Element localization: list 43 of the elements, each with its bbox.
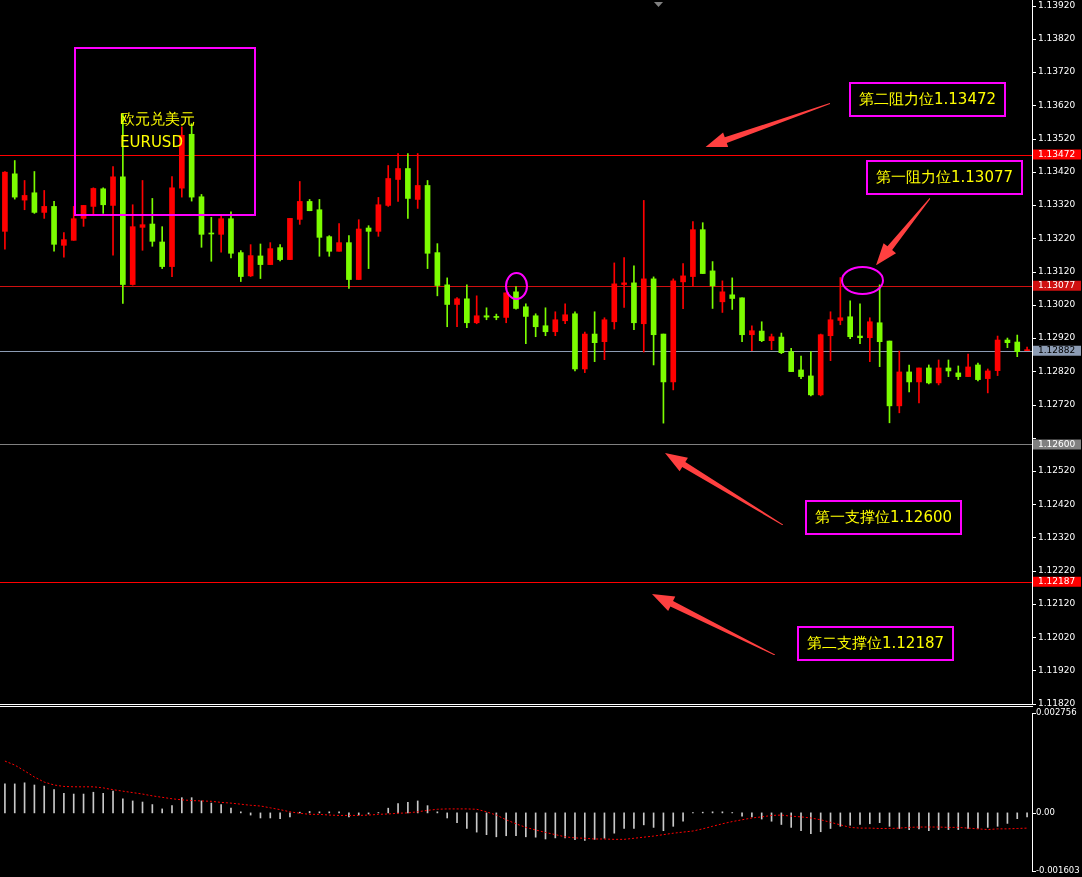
y-tick-label: 1.12220 [1038, 565, 1076, 576]
y-tick-label: 1.13720 [1038, 66, 1076, 77]
y-tick-label: 1.13320 [1038, 199, 1076, 210]
candlestick [729, 277, 736, 310]
y-tick-label: 1.13620 [1038, 99, 1076, 110]
annotation: 第二阻力位1.13472 [849, 82, 1007, 117]
y-tick-label: 1.13020 [1038, 299, 1076, 310]
candlestick [621, 257, 627, 308]
line-series [4, 760, 1028, 840]
y-tick-label: 1.12520 [1038, 465, 1076, 476]
ref-line-label: 1.12882 [1038, 345, 1076, 356]
y-tick-label: 1.13220 [1038, 232, 1076, 243]
ref-line-label: 1.13077 [1038, 280, 1076, 291]
annotation: 第一阻力位1.13077 [866, 160, 1024, 195]
y-tick-label: 1.12720 [1038, 398, 1076, 409]
annotation: 第二支撑位1.12187 [797, 626, 955, 661]
y-tick-label: 1.11920 [1038, 664, 1076, 675]
y-tick-label: 1.12820 [1038, 365, 1076, 376]
candlestick [680, 263, 686, 310]
ref-line-label: 1.12600 [1038, 438, 1076, 449]
candlestick [749, 325, 755, 351]
y-tick-label: 0.002756 [1036, 707, 1077, 718]
y-tick-label: 1.13120 [1038, 265, 1076, 276]
y-tick-label: -0.001603 [1036, 865, 1080, 876]
y-tick-label: 1.13420 [1038, 166, 1076, 177]
y-tick-label: 1.12920 [1038, 332, 1076, 343]
y-tick-label: 1.12120 [1038, 598, 1076, 609]
y-tick-label: 1.12320 [1038, 531, 1076, 542]
y-tick-label: 1.13920 [1038, 0, 1076, 10]
y-tick-label: 1.13820 [1038, 33, 1076, 44]
y-tick-label: 0.00 [1036, 807, 1055, 818]
y-tick-label: 1.11820 [1038, 698, 1076, 709]
y-tick-label: 1.12420 [1038, 498, 1076, 509]
ref-line-label: 1.12187 [1038, 576, 1076, 587]
candlestick [454, 297, 460, 328]
candlestick [61, 232, 67, 258]
candlestick [523, 303, 529, 345]
candlestick [857, 303, 863, 345]
candlestick [41, 190, 48, 219]
annotation: 第一支撑位1.12600 [805, 500, 963, 535]
ref-line-label: 1.13472 [1038, 148, 1076, 159]
y-tick-label: 1.13520 [1038, 132, 1076, 143]
y-tick-label: 1.12020 [1038, 631, 1076, 642]
